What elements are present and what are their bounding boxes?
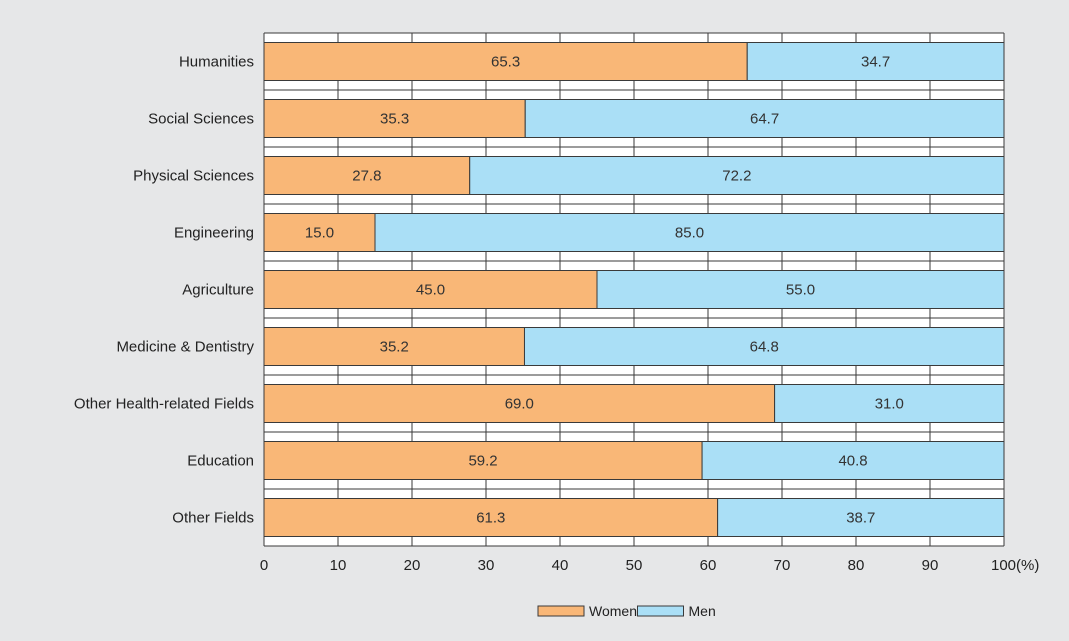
bar-men-7 [701,441,1005,480]
bar-men-2 [469,156,1005,195]
x-tick-labels: 0 10 20 30 40 50 60 70 80 90 100(%) [260,557,1040,574]
value-label-men-0: 34.7 [861,54,890,71]
bar-men-5 [523,327,1005,366]
category-label: Medicine & Dentistry [116,339,254,356]
value-label-women-4: 45.0 [416,282,445,299]
value-label-men-7: 40.8 [838,453,867,470]
legend: Women Men [537,603,716,619]
category-label: Physical Sciences [133,168,254,185]
x-tick-label: 10 [330,557,347,574]
value-label-men-8: 38.7 [846,510,875,527]
value-label-men-4: 55.0 [786,282,815,299]
legend-label-men: Men [689,603,716,619]
x-tick-label: 60 [700,557,717,574]
category-label: Other Fields [172,510,254,527]
category-label: Humanities [179,54,254,71]
bar-women-5 [263,327,525,366]
bar-women-4 [263,270,598,309]
bar-men-8 [717,498,1005,537]
value-label-men-2: 72.2 [722,168,751,185]
bar-men-4 [596,270,1005,309]
value-label-women-7: 59.2 [468,453,497,470]
value-label-women-0: 65.3 [491,54,520,71]
x-tick-label: 20 [404,557,421,574]
category-labels: Humanities Social Sciences Physical Scienc… [74,54,255,527]
x-tick-label: 30 [478,557,495,574]
x-tick-label: 40 [552,557,569,574]
x-tick-label: 80 [848,557,865,574]
bar-men-3 [374,213,1005,252]
x-tick-label: 100(%) [991,557,1039,574]
bar-women-7 [263,441,703,480]
bar-women-6 [263,384,776,423]
value-label-men-3: 85.0 [675,225,704,242]
value-label-women-5: 35.2 [380,339,409,356]
value-label-men-1: 64.7 [750,111,779,128]
value-label-men-6: 31.0 [875,396,904,413]
bar-men-0 [746,42,1005,81]
value-label-women-1: 35.3 [380,111,409,128]
x-tick-label: 90 [922,557,939,574]
bar-women-8 [263,498,719,537]
value-label-women-8: 61.3 [476,510,505,527]
category-label: Education [187,453,254,470]
legend-label-women: Women [589,603,637,619]
bar-men-6 [774,384,1005,423]
value-label-women-3: 15.0 [305,225,334,242]
category-label: Engineering [174,225,254,242]
legend-swatch-men [637,605,684,617]
category-label: Other Health-related Fields [74,396,254,413]
legend-swatch-women [537,605,585,617]
bar-women-3 [263,213,376,252]
category-label: Agriculture [182,282,254,299]
bar-women-2 [263,156,471,195]
bar-men-1 [524,99,1005,138]
value-label-men-5: 64.8 [750,339,779,356]
x-tick-label: 50 [626,557,643,574]
value-label-women-2: 27.8 [352,168,381,185]
category-label: Social Sciences [148,111,254,128]
x-tick-label: 70 [774,557,791,574]
x-tick-label: 0 [260,557,268,574]
value-label-women-6: 69.0 [505,396,534,413]
bar-women-1 [263,99,526,138]
bars: 65.3 34.7 35.3 64.7 27.8 72.2 15.0 85.0 45.0 55.0… [263,42,1005,537]
